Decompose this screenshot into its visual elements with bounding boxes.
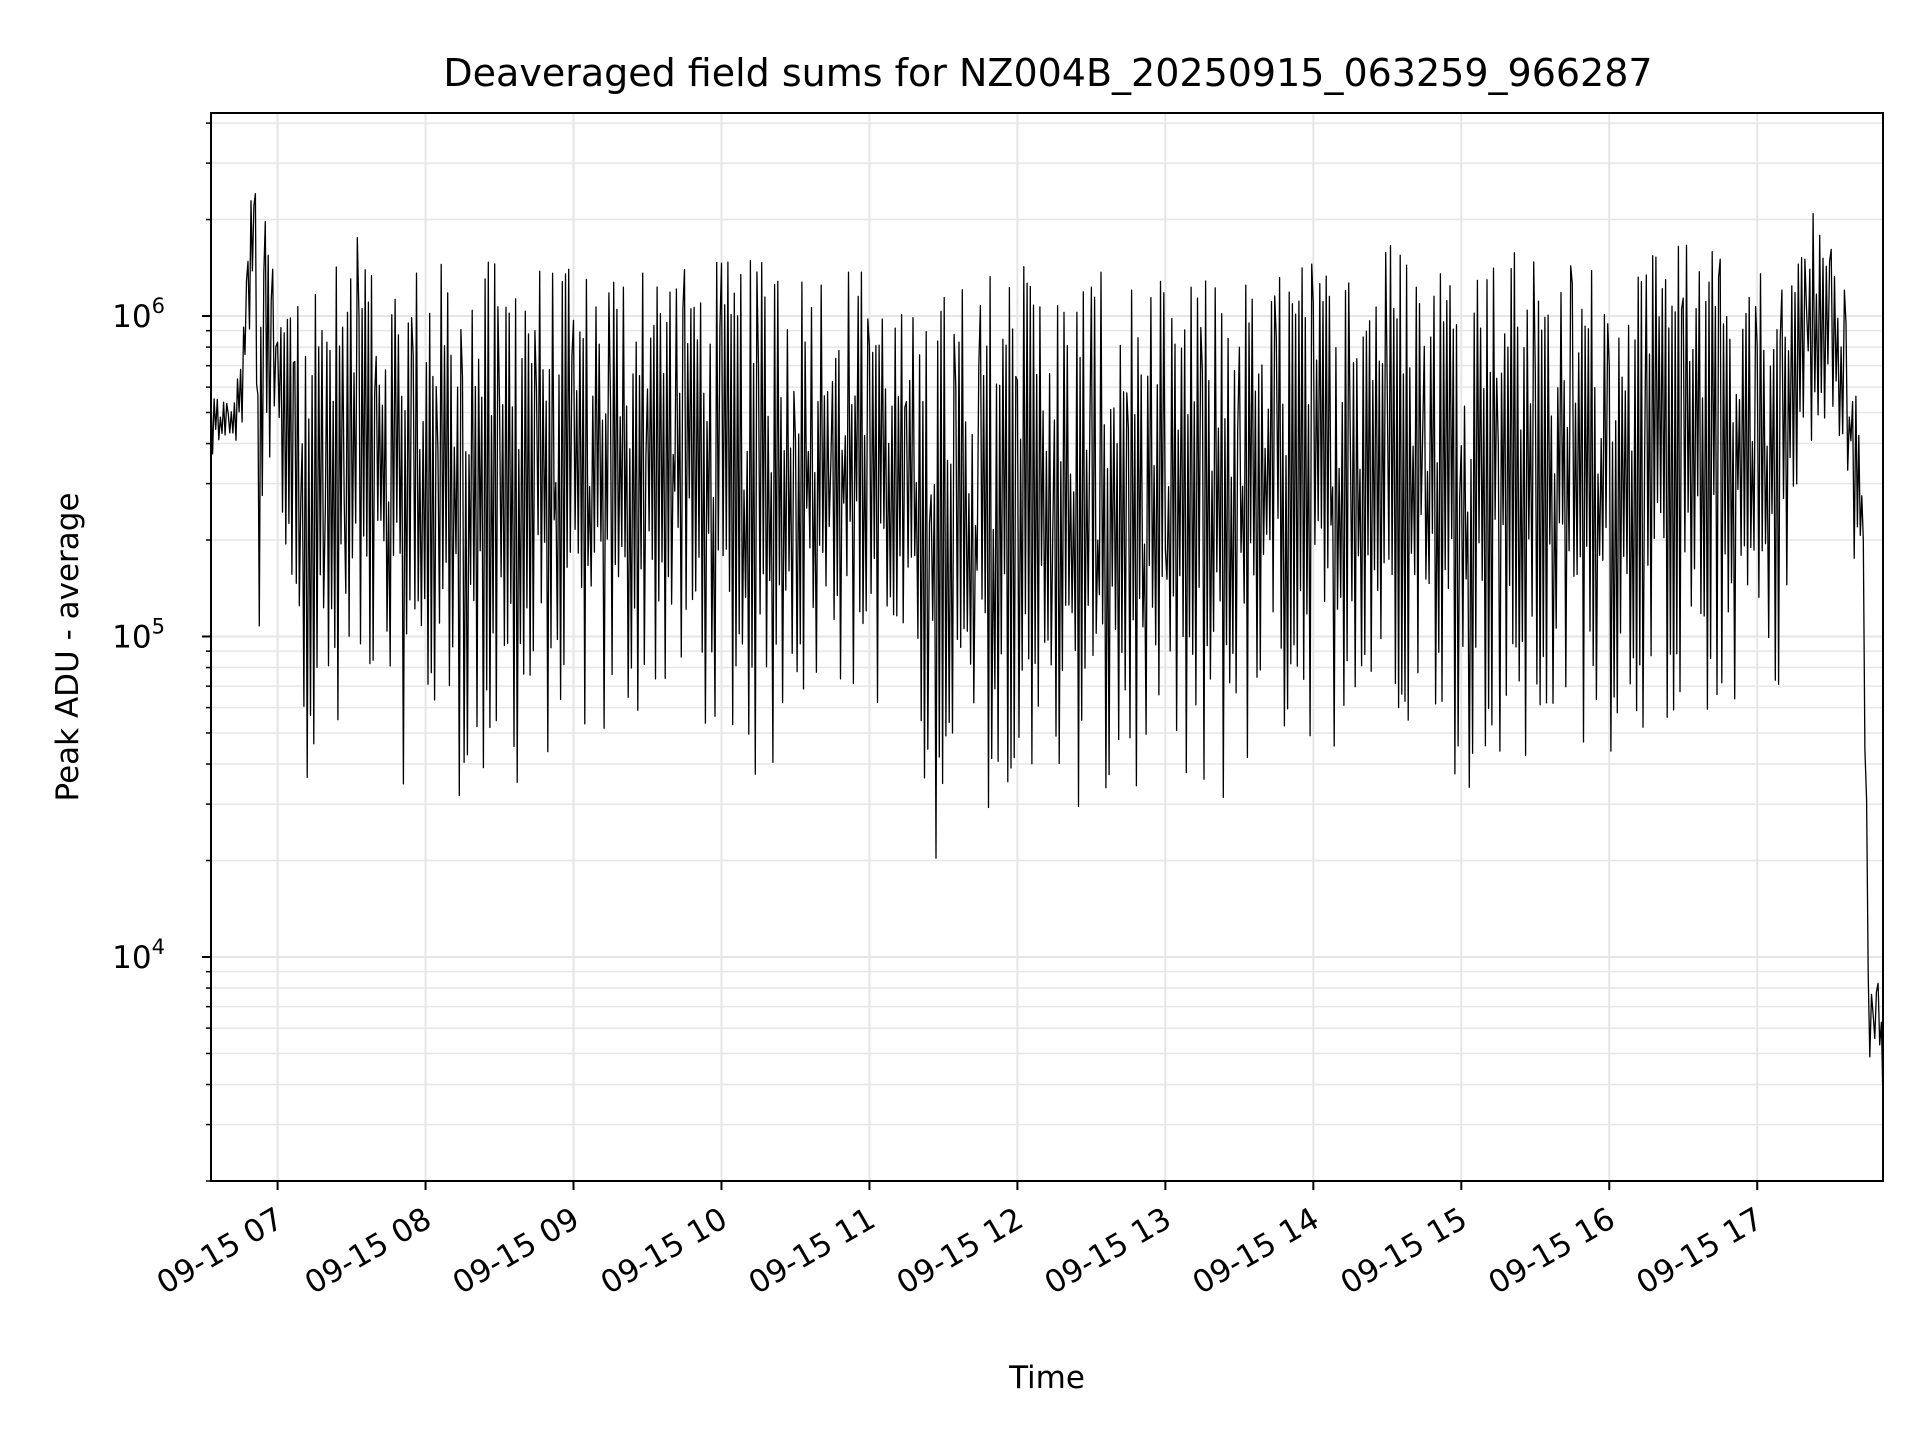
series-line — [210, 192, 1884, 1104]
y-axis: 104 105 106 — [112, 122, 211, 1182]
y-tick-label: 105 — [112, 615, 165, 656]
plot-area — [210, 192, 1884, 1104]
chart-title: Deaveraged field sums for NZ004B_2025091… — [443, 51, 1652, 95]
x-axis-label: Time — [1008, 1360, 1085, 1396]
y-axis-label: Peak ADU - average — [50, 492, 86, 801]
y-tick-label: 104 — [112, 935, 165, 976]
y-tick-label: 106 — [112, 294, 165, 335]
plot-frame — [210, 112, 1884, 1182]
